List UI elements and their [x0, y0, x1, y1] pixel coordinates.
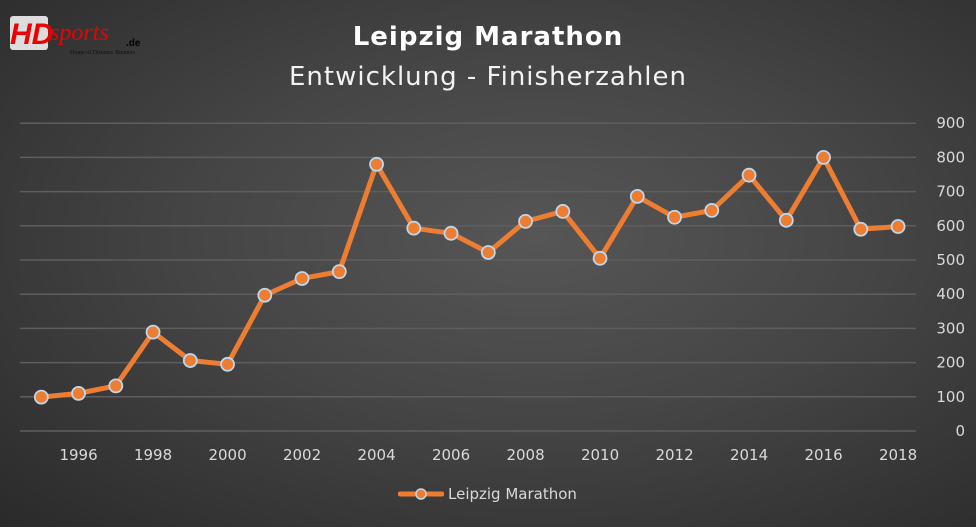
x-tick-label: 2018	[879, 446, 917, 464]
y-tick-label: 300	[936, 319, 965, 337]
x-tick-label: 2000	[208, 446, 246, 464]
x-tick-label: 2004	[357, 446, 395, 464]
y-tick-label: 200	[936, 354, 965, 372]
x-tick-label: 2014	[730, 446, 768, 464]
x-tick-label: 1996	[59, 446, 97, 464]
data-point-2013	[704, 203, 720, 218]
hdsports-logo: HD sports .de Home of Distance Runners	[10, 16, 141, 56]
y-tick-label: 900	[936, 114, 965, 132]
data-point-2009	[555, 204, 571, 219]
svg-text:sports: sports	[50, 20, 109, 46]
data-point-2016	[816, 149, 831, 165]
svg-text:Home of Distance Runners: Home of Distance Runners	[70, 49, 136, 56]
y-tick-label: 800	[936, 148, 965, 166]
y-tick-label: 600	[936, 217, 965, 235]
data-point-1997	[108, 378, 124, 394]
y-tick-label: 500	[936, 251, 965, 269]
data-point-2018	[890, 219, 906, 234]
data-point-1998	[145, 324, 161, 340]
data-point-2007	[480, 245, 496, 260]
y-tick-label: 700	[936, 183, 965, 201]
data-point-2000	[220, 356, 235, 372]
data-point-1995	[33, 389, 49, 405]
chart-subtitle: Entwicklung - Finisherzahlen	[289, 62, 687, 92]
data-point-2008	[518, 213, 533, 229]
data-point-2017	[853, 221, 869, 237]
data-point-2015	[778, 212, 794, 228]
data-point-2014	[741, 167, 757, 183]
data-point-2004	[369, 156, 384, 172]
y-tick-label: 100	[936, 388, 965, 406]
series-line	[41, 154, 899, 400]
data-point-2005	[406, 220, 422, 236]
x-tick-label: 2016	[804, 446, 842, 464]
legend: Leipzig Marathon	[398, 485, 577, 503]
x-tick-label: 2010	[581, 446, 619, 464]
x-tick-label: 1998	[134, 446, 172, 464]
svg-text:HD: HD	[10, 18, 53, 51]
legend-marker-icon	[398, 488, 444, 500]
data-point-2011	[629, 188, 645, 204]
legend-label: Leipzig Marathon	[448, 485, 577, 503]
data-point-2002	[294, 271, 310, 286]
data-point-2003	[331, 264, 347, 280]
data-point-2006	[443, 225, 459, 241]
x-tick-label: 2002	[283, 446, 321, 464]
chart-title: Leipzig Marathon	[352, 22, 624, 52]
data-point-2012	[667, 209, 682, 225]
data-point-1996	[71, 385, 86, 401]
x-tick-label: 2006	[432, 446, 470, 464]
x-tick-label: 2008	[506, 446, 544, 464]
x-tick-label: 2012	[655, 446, 693, 464]
data-point-2010	[592, 250, 608, 266]
y-tick-label: 0	[955, 422, 965, 440]
y-tick-label: 400	[936, 285, 965, 303]
data-point-2001	[257, 287, 273, 303]
data-point-1999	[182, 353, 198, 368]
svg-text:.de: .de	[126, 38, 141, 49]
